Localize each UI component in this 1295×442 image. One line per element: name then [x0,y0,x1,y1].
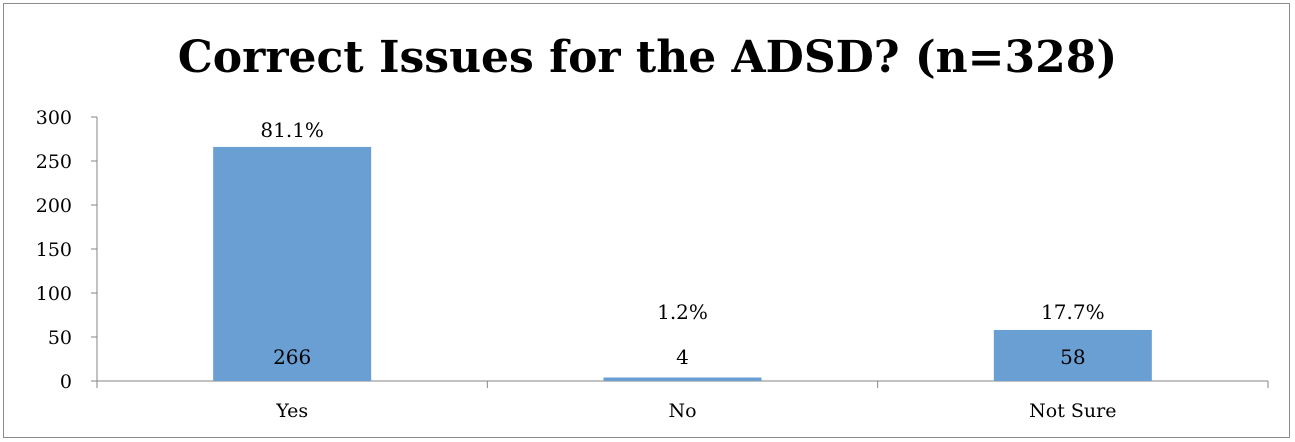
bar-value-label: 4 [676,345,689,369]
x-category-label: Not Sure [1029,400,1116,422]
y-tick-label: 150 [36,239,72,261]
chart-title: Correct Issues for the ADSD? (n=328) [177,32,1118,83]
y-tick-label: 50 [48,327,72,349]
y-tick-label: 300 [36,107,72,129]
y-tick-label: 0 [60,371,72,393]
y-tick-label: 200 [36,195,72,217]
labels: Yes 266 81.1% No 4 1.2% Not Sure 58 17.7% [260,118,1116,422]
bar [993,329,1152,381]
y-tick-label: 100 [36,283,72,305]
y-tick-label: 250 [36,151,72,173]
bar [213,146,372,381]
bar-percent-label: 1.2% [657,300,708,324]
x-category-label: No [668,400,696,422]
x-category-label: Yes [275,400,308,422]
bar-percent-label: 17.7% [1041,300,1105,324]
bar-value-label: 266 [273,345,311,369]
bars [213,146,1152,381]
bar [603,377,762,381]
bar-percent-label: 81.1% [260,118,324,142]
bar-value-label: 58 [1060,345,1085,369]
